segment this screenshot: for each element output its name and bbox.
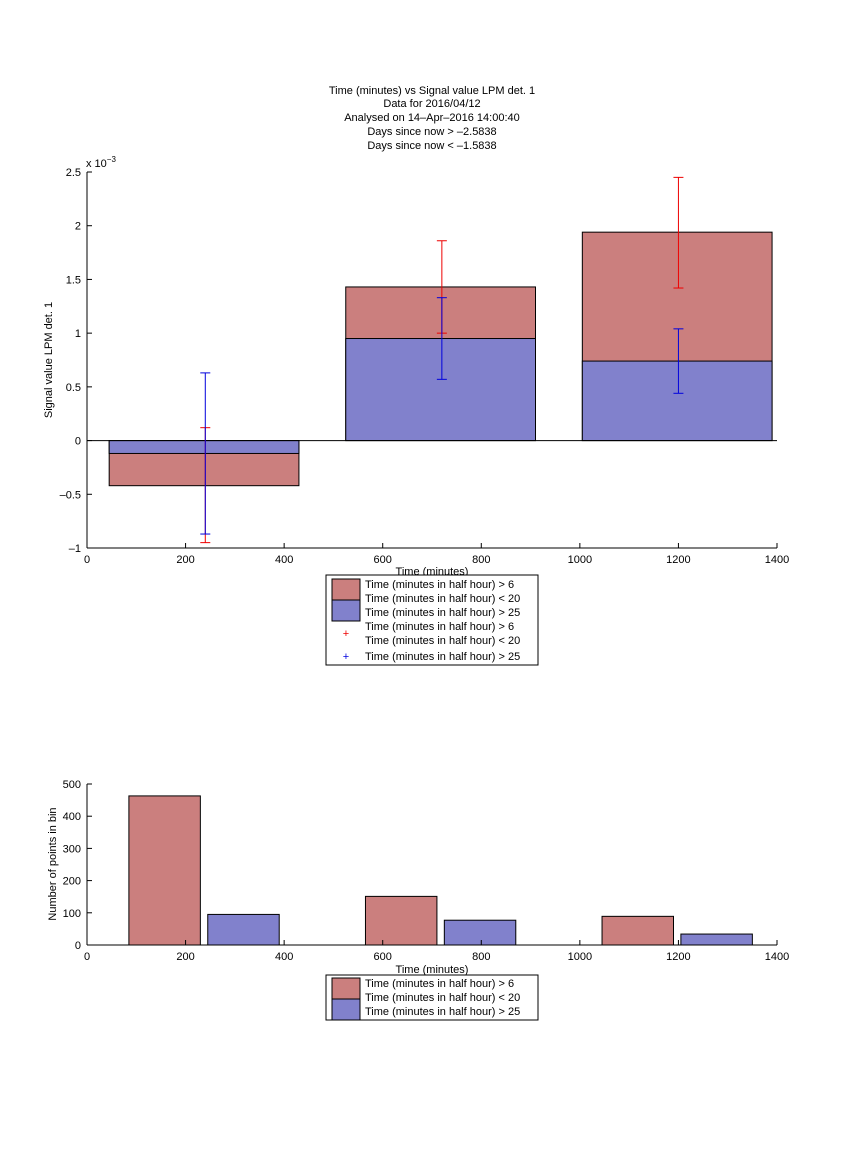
top-y-tick-label-2: 0 bbox=[75, 436, 81, 448]
top-legend-swatch-1 bbox=[331, 578, 361, 601]
y-exponent-label: x 10−3 bbox=[86, 155, 116, 170]
top-legend-label-1a: Time (minutes in half hour) > 6 bbox=[365, 579, 514, 591]
title-line-2: Data for 2016/04/12 bbox=[383, 98, 480, 110]
top-x-tick-label-0: 0 bbox=[84, 554, 90, 566]
bottom-y-tick-label-0: 0 bbox=[75, 940, 81, 952]
count-bar-5 bbox=[680, 933, 753, 946]
bottom-x-tick-label-2: 400 bbox=[275, 951, 293, 963]
top-x-tick-label-5: 1000 bbox=[568, 554, 592, 566]
count-bar-1 bbox=[207, 913, 280, 946]
top-legend-swatch-2 bbox=[331, 599, 361, 622]
title-line-4: Days since now > –2.5838 bbox=[367, 126, 496, 138]
top-y-axis-label: Signal value LPM det. 1 bbox=[43, 302, 55, 418]
top-x-tick-label-7: 1400 bbox=[765, 554, 789, 566]
bottom-x-tick-label-7: 1400 bbox=[765, 951, 789, 963]
bottom-y-tick-label-2: 200 bbox=[63, 876, 81, 888]
bottom-plot-area: 0 200 400 600 800 1000 1200 1400 0 100 200 300 400 50… bbox=[63, 779, 790, 963]
count-bar-4 bbox=[601, 915, 674, 946]
count-bar-0 bbox=[128, 795, 201, 946]
bottom-legend-label-2: Time (minutes in half hour) > 25 bbox=[365, 1006, 520, 1018]
top-y-tick-label-3: 0.5 bbox=[66, 382, 81, 394]
top-y-tick-label-0: –1 bbox=[69, 543, 81, 555]
bottom-x-tick-label-4: 800 bbox=[472, 951, 490, 963]
top-legend-marker-red: + bbox=[343, 628, 349, 640]
top-x-tick-label-4: 800 bbox=[472, 554, 490, 566]
top-legend: Time (minutes in half hour) > 6 Time (min… bbox=[325, 574, 539, 666]
top-x-tick-label-3: 600 bbox=[374, 554, 392, 566]
bottom-legend-box bbox=[325, 974, 539, 1021]
title-line-5: Days since now < –1.5838 bbox=[367, 140, 496, 152]
bottom-y-axis-label: Number of points in bin bbox=[47, 807, 59, 920]
top-x-tick-label-1: 200 bbox=[176, 554, 194, 566]
bar-series2-1 bbox=[345, 338, 536, 442]
bottom-x-tick-label-5: 1000 bbox=[568, 951, 592, 963]
top-plot-area: 0 200 400 600 800 1000 1200 1400 –1 –0.5 0 0.5 1 1.5 2… bbox=[60, 167, 790, 566]
top-legend-label-1b: Time (minutes in half hour) < 20 bbox=[365, 593, 520, 605]
bottom-y-tick-label-5: 500 bbox=[63, 779, 81, 791]
top-legend-box bbox=[325, 574, 539, 666]
title-line-3: Analysed on 14–Apr–2016 14:00:40 bbox=[344, 112, 520, 124]
title-line-1: Time (minutes) vs Signal value LPM det. … bbox=[329, 85, 535, 97]
bottom-legend-swatch-2 bbox=[331, 998, 361, 1021]
bottom-x-axis-label: Time (minutes) bbox=[396, 964, 469, 976]
bottom-x-tick-label-3: 600 bbox=[374, 951, 392, 963]
bar-series2-2 bbox=[581, 360, 773, 442]
errorbar-series2-1 bbox=[436, 297, 447, 380]
bottom-x-tick-label-6: 1200 bbox=[666, 951, 690, 963]
top-legend-marker-blue: + bbox=[343, 651, 349, 663]
top-y-tick-label-1: –0.5 bbox=[60, 489, 81, 501]
top-y-tick-label-6: 2 bbox=[75, 221, 81, 233]
bottom-legend: Time (minutes in half hour) > 6 Time (min… bbox=[325, 974, 539, 1021]
top-y-tick-label-7: 2.5 bbox=[66, 167, 81, 179]
bottom-x-tick-label-0: 0 bbox=[84, 951, 90, 963]
bottom-y-tick-label-4: 400 bbox=[63, 811, 81, 823]
bar-series2-0 bbox=[108, 440, 300, 454]
top-chart-title: Time (minutes) vs Signal value LPM det. … bbox=[329, 85, 535, 152]
top-y-tick-label-4: 1 bbox=[75, 328, 81, 340]
errorbar-series1-2 bbox=[673, 176, 684, 289]
bottom-legend-label-1a: Time (minutes in half hour) > 6 bbox=[365, 978, 514, 990]
errorbar-series2-2 bbox=[673, 328, 684, 394]
bottom-y-tick-label-3: 300 bbox=[63, 843, 81, 855]
top-legend-label-3a: Time (minutes in half hour) > 6 bbox=[365, 621, 514, 633]
top-legend-label-4: Time (minutes in half hour) > 25 bbox=[365, 651, 520, 663]
bottom-legend-swatch-1 bbox=[331, 977, 361, 1000]
bottom-x-tick-label-1: 200 bbox=[176, 951, 194, 963]
count-bar-3 bbox=[443, 919, 517, 946]
top-y-tick-label-5: 1.5 bbox=[66, 274, 81, 286]
bottom-y-tick-label-1: 100 bbox=[63, 908, 81, 920]
top-legend-label-2: Time (minutes in half hour) > 25 bbox=[365, 607, 520, 619]
top-x-tick-label-2: 400 bbox=[275, 554, 293, 566]
bottom-legend-label-1b: Time (minutes in half hour) < 20 bbox=[365, 992, 520, 1004]
errorbar-series2-0 bbox=[200, 372, 211, 535]
top-x-tick-label-6: 1200 bbox=[666, 554, 690, 566]
top-legend-label-3b: Time (minutes in half hour) < 20 bbox=[365, 635, 520, 647]
count-bar-2 bbox=[364, 895, 438, 946]
